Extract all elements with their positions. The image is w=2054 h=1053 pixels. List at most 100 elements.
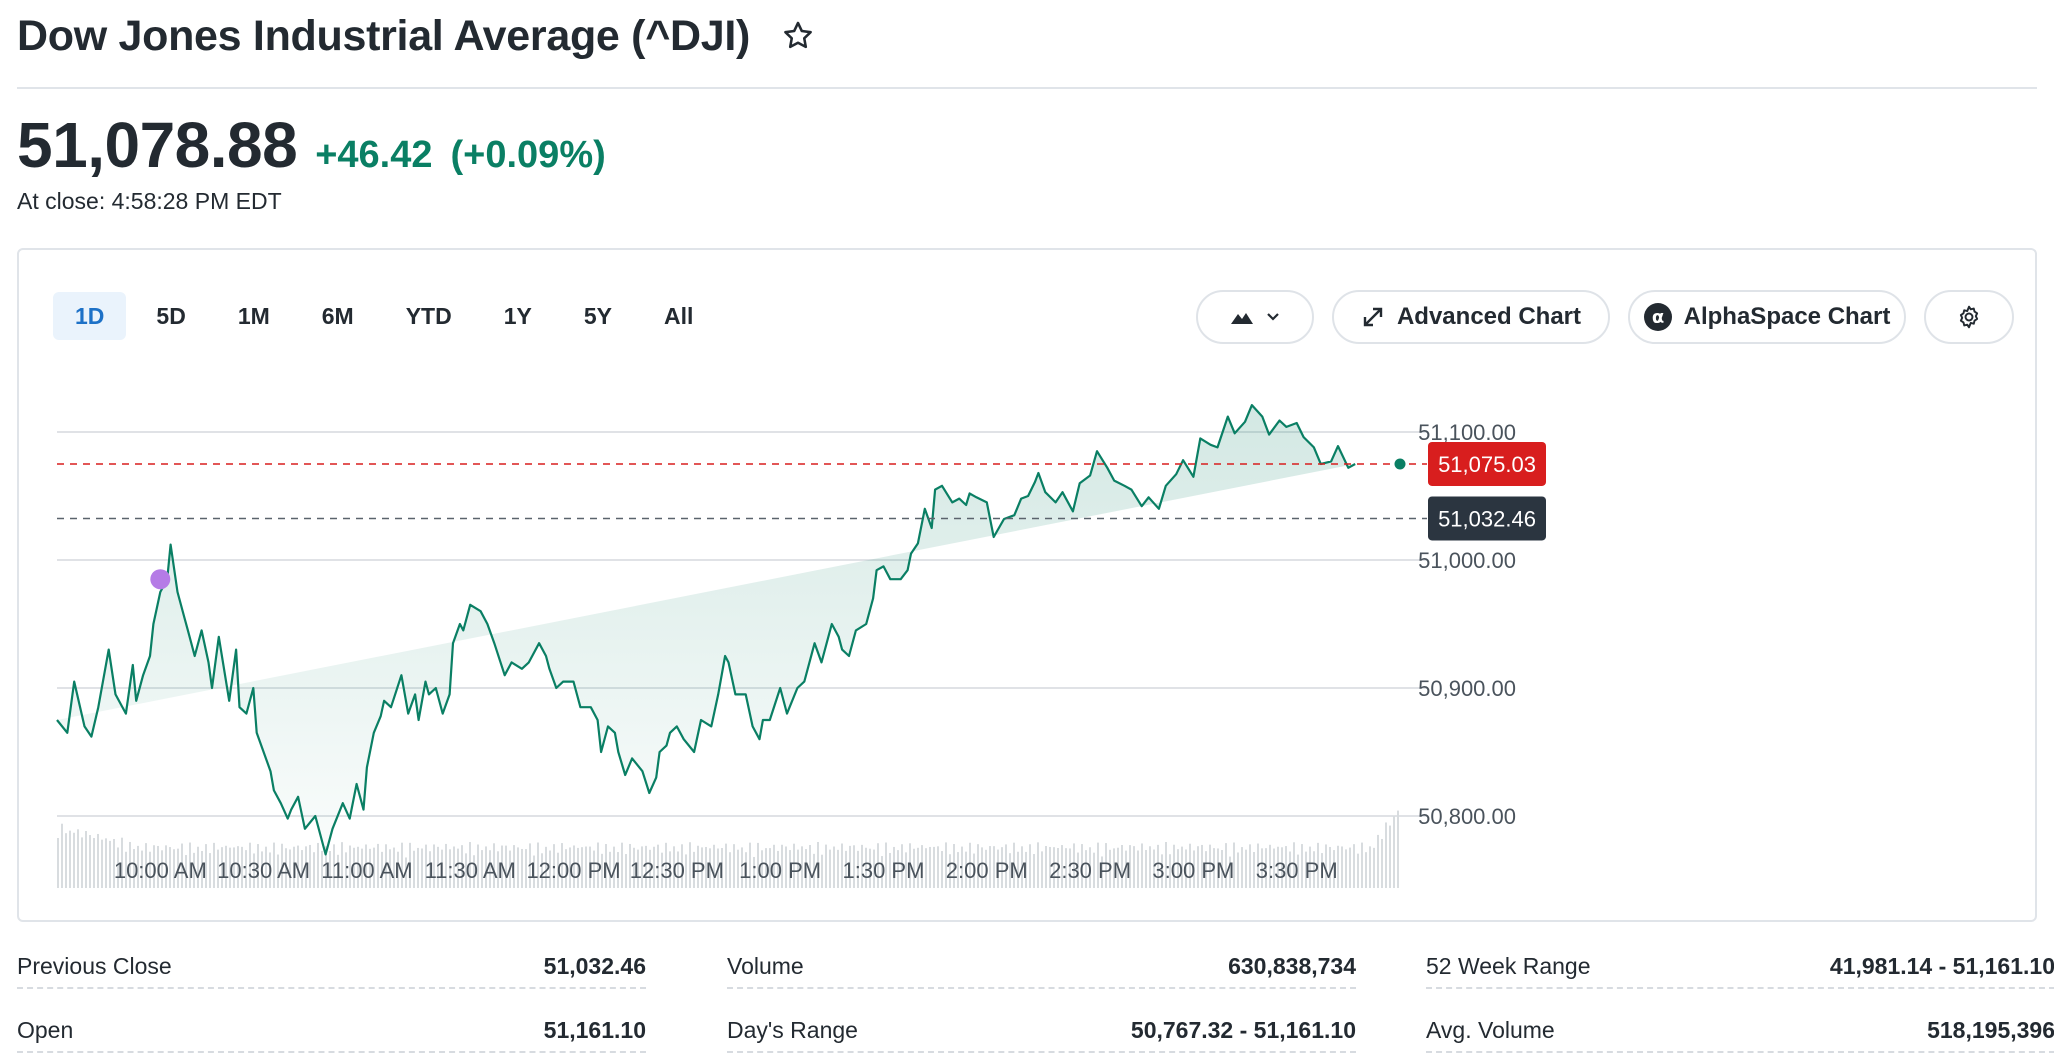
range-tab-1d[interactable]: 1D xyxy=(53,292,127,340)
volume-bar xyxy=(693,851,695,888)
price-line xyxy=(56,404,1356,856)
volume-bar xyxy=(869,848,871,888)
stat-row: Avg. Volume 518,195,396 xyxy=(1426,1009,2054,1053)
y-tick-label: 51,100.00 xyxy=(1418,420,1516,445)
volume-bar xyxy=(521,848,523,888)
volume-bar xyxy=(589,846,591,888)
volume-bar xyxy=(449,849,451,888)
volume-bar xyxy=(801,846,803,888)
volume-bar xyxy=(1009,853,1011,888)
volume-bar xyxy=(689,842,691,888)
page-title: Dow Jones Industrial Average (^DJI) xyxy=(17,11,751,60)
volume-bar xyxy=(213,842,215,888)
volume-bar xyxy=(705,846,707,888)
volume-bar xyxy=(257,844,259,888)
header-divider xyxy=(17,87,2037,89)
volume-bar xyxy=(129,841,131,888)
volume-bar xyxy=(1249,844,1251,888)
volume-bar xyxy=(261,851,263,888)
volume-bar xyxy=(461,845,463,888)
volume-bar xyxy=(1013,842,1015,888)
volume-bar xyxy=(609,851,611,888)
volume-bar xyxy=(885,842,887,888)
volume-bar xyxy=(173,849,175,888)
volume-bar xyxy=(133,849,135,888)
volume-bar xyxy=(109,840,111,888)
x-tick-label: 12:30 PM xyxy=(630,858,724,883)
volume-bar xyxy=(469,842,471,888)
range-tab-all[interactable]: All xyxy=(664,302,694,329)
volume-bar xyxy=(1281,847,1283,888)
watchlist-star-icon[interactable] xyxy=(780,18,816,54)
volume-bar xyxy=(293,846,295,888)
range-tab-ytd[interactable]: YTD xyxy=(405,302,452,329)
volume-bar xyxy=(933,846,935,888)
volume-bar xyxy=(1061,845,1063,888)
volume-bar xyxy=(1333,850,1335,888)
volume-bar xyxy=(477,844,479,888)
volume-bar xyxy=(761,850,763,888)
volume-bar xyxy=(517,847,519,888)
volume-bar xyxy=(1165,842,1167,888)
advanced-chart-button[interactable]: Advanced Chart xyxy=(1332,290,1610,344)
volume-bar xyxy=(397,851,399,888)
range-tab-6m[interactable]: 6M xyxy=(321,302,354,329)
volume-bar xyxy=(1053,847,1055,888)
volume-bar xyxy=(1329,846,1331,888)
volume-bar xyxy=(1141,843,1143,888)
volume-bar xyxy=(1265,848,1267,888)
x-tick-label: 10:00 AM xyxy=(114,858,207,883)
volume-bar xyxy=(1277,846,1279,888)
volume-bar xyxy=(861,844,863,888)
volume-bar xyxy=(657,844,659,888)
volume-bar xyxy=(1321,853,1323,888)
volume-bar xyxy=(1285,846,1287,888)
volume-bar xyxy=(637,849,639,888)
range-tab-1y[interactable]: 1Y xyxy=(503,302,532,329)
chart-type-button[interactable] xyxy=(1196,290,1314,344)
volume-bar xyxy=(965,851,967,888)
range-tab-5y[interactable]: 5Y xyxy=(583,302,612,329)
volume-bar xyxy=(665,842,667,888)
price-chart[interactable]: 51,100.00 51,000.00 50,900.00 50,800.00 51,0… xyxy=(19,250,2035,920)
stat-value: 41,981.14 - 51,161.10 xyxy=(1829,952,2054,979)
volume-bar xyxy=(785,846,787,888)
price-change-percent: (+0.09%) xyxy=(450,134,606,176)
stat-value: 630,838,734 xyxy=(1228,952,1356,979)
volume-bar xyxy=(617,852,619,888)
volume-bar xyxy=(201,850,203,888)
event-marker[interactable] xyxy=(150,569,171,590)
volume-bar xyxy=(393,847,395,888)
volume-bar xyxy=(985,849,987,888)
volume-bar xyxy=(1349,847,1351,888)
volume-bar xyxy=(233,847,235,888)
chart-settings-button[interactable] xyxy=(1924,290,2014,344)
chart-card: 1D 5D 1M 6M YTD 1Y 5Y All Advanced Chart α Alph… xyxy=(17,248,2037,922)
volume-bar xyxy=(1093,852,1095,888)
alphaspace-chart-button[interactable]: α AlphaSpace Chart xyxy=(1628,290,1906,344)
price-row: 51,078.88 +46.42 (+0.09%) xyxy=(17,108,606,182)
range-tab-1m[interactable]: 1M xyxy=(237,302,270,329)
volume-bar xyxy=(1005,844,1007,888)
range-tab-5d[interactable]: 5D xyxy=(156,302,186,329)
stat-row: Day's Range 50,767.32 - 51,161.10 xyxy=(727,1009,1356,1053)
volume-bar xyxy=(677,851,679,888)
volume-bar xyxy=(741,847,743,888)
volume-bar xyxy=(601,853,603,888)
volume-bar xyxy=(1101,856,1103,888)
volume-bar xyxy=(509,850,511,888)
volume-bar xyxy=(417,847,419,888)
alpha-icon: α xyxy=(1643,303,1672,331)
x-tick-label: 1:00 PM xyxy=(739,858,821,883)
volume-bar xyxy=(1089,847,1091,888)
volume-bar xyxy=(57,838,59,888)
volume-bar xyxy=(1133,846,1135,888)
volume-bar xyxy=(925,848,927,888)
x-tick-label: 10:30 AM xyxy=(217,858,310,883)
volume-bar xyxy=(1129,845,1131,888)
volume-bar xyxy=(277,854,279,888)
previous-close-tag: 51,032.46 xyxy=(1438,506,1536,531)
volume-bar xyxy=(941,851,943,888)
volume-bar xyxy=(573,845,575,888)
volume-bar xyxy=(493,843,495,888)
